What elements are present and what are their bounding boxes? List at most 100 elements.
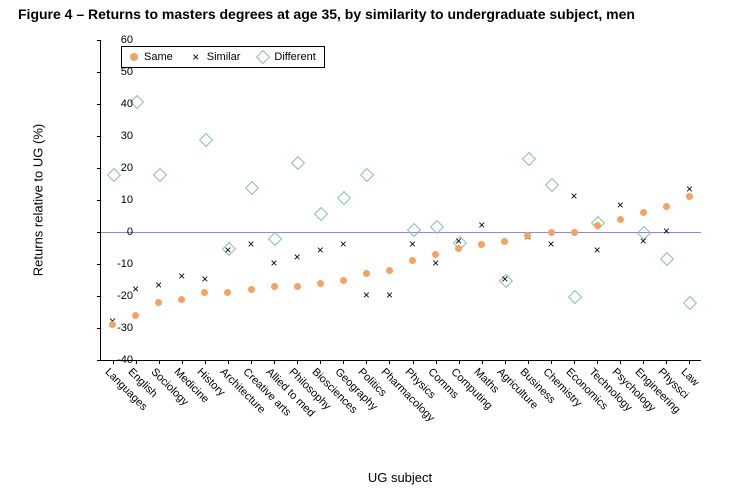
data-point: × <box>431 257 441 267</box>
data-point: × <box>454 235 464 245</box>
data-point: × <box>292 251 302 261</box>
data-point <box>594 222 601 229</box>
data-point: × <box>638 235 648 245</box>
data-point <box>683 296 697 310</box>
plot-area: Same × Similar Different LanguagesEnglis… <box>100 40 701 361</box>
data-point: × <box>315 244 325 254</box>
x-tick <box>666 360 667 364</box>
data-point <box>409 257 416 264</box>
data-point <box>201 289 208 296</box>
data-point <box>455 245 462 252</box>
y-tick-label: 20 <box>93 162 133 174</box>
y-tick-label: 0 <box>93 226 133 238</box>
figure-container: Figure 4 – Returns to masters degrees at… <box>0 0 741 502</box>
x-tick <box>297 360 298 364</box>
data-point <box>271 283 278 290</box>
data-point: × <box>569 190 579 200</box>
x-tick <box>366 360 367 364</box>
x-tick <box>551 360 552 364</box>
y-tick-label: 40 <box>93 98 133 110</box>
data-point: × <box>500 273 510 283</box>
x-tick <box>159 360 160 364</box>
data-point: × <box>408 238 418 248</box>
data-point <box>686 193 693 200</box>
legend-label: Same <box>144 51 173 63</box>
legend-item-different: Different <box>258 51 315 63</box>
data-point <box>337 191 351 205</box>
circle-icon <box>130 53 138 61</box>
data-point: × <box>661 225 671 235</box>
data-point <box>153 168 167 182</box>
x-tick <box>574 360 575 364</box>
x-tick <box>528 360 529 364</box>
data-point <box>360 168 374 182</box>
y-tick-label: 30 <box>93 130 133 142</box>
data-point <box>248 286 255 293</box>
data-point <box>501 238 508 245</box>
data-point <box>340 277 347 284</box>
x-tick <box>459 360 460 364</box>
x-tick <box>620 360 621 364</box>
data-point <box>406 223 420 237</box>
data-point <box>268 232 282 246</box>
data-point: × <box>384 289 394 299</box>
y-tick-label: 50 <box>93 66 133 78</box>
legend-label: Similar <box>207 51 241 63</box>
data-point <box>663 203 670 210</box>
data-point <box>291 156 305 170</box>
data-point: × <box>154 279 164 289</box>
data-point: × <box>477 219 487 229</box>
data-point <box>568 290 582 304</box>
x-tick <box>597 360 598 364</box>
data-point: × <box>223 244 233 254</box>
x-icon: × <box>191 52 201 62</box>
x-tick <box>320 360 321 364</box>
y-tick-label: -30 <box>93 322 133 334</box>
data-point: × <box>338 238 348 248</box>
x-tick <box>274 360 275 364</box>
data-point: × <box>546 238 556 248</box>
y-axis-label: Returns relative to UG (%) <box>31 124 46 276</box>
data-point <box>386 267 393 274</box>
x-tick <box>136 360 137 364</box>
data-point <box>363 270 370 277</box>
zero-reference-line <box>101 232 701 233</box>
data-point: × <box>361 289 371 299</box>
data-point: × <box>684 183 694 193</box>
data-point <box>548 229 555 236</box>
data-point <box>660 252 674 266</box>
data-point: × <box>246 238 256 248</box>
x-tick <box>343 360 344 364</box>
legend-item-similar: × Similar <box>191 51 241 63</box>
data-point: × <box>200 273 210 283</box>
y-tick-label: 60 <box>93 34 133 46</box>
data-point <box>432 251 439 258</box>
data-point <box>617 216 624 223</box>
legend-label: Different <box>274 51 315 63</box>
diamond-icon <box>256 50 270 64</box>
data-point <box>478 241 485 248</box>
x-tick <box>482 360 483 364</box>
data-point <box>545 178 559 192</box>
y-tick-label: 10 <box>93 194 133 206</box>
y-tick-label: -20 <box>93 290 133 302</box>
x-axis-label: UG subject <box>368 470 432 485</box>
x-tick <box>389 360 390 364</box>
x-tick <box>436 360 437 364</box>
data-point <box>199 133 213 147</box>
data-point <box>571 229 578 236</box>
legend: Same × Similar Different <box>121 46 325 68</box>
x-tick <box>251 360 252 364</box>
data-point <box>317 280 324 287</box>
data-point: × <box>269 257 279 267</box>
y-tick-label: -10 <box>93 258 133 270</box>
x-tick <box>205 360 206 364</box>
x-tick <box>505 360 506 364</box>
x-tick <box>413 360 414 364</box>
data-point: × <box>177 270 187 280</box>
data-point: × <box>615 199 625 209</box>
data-point <box>224 289 231 296</box>
data-point <box>178 296 185 303</box>
data-point <box>245 181 259 195</box>
data-point <box>294 283 301 290</box>
